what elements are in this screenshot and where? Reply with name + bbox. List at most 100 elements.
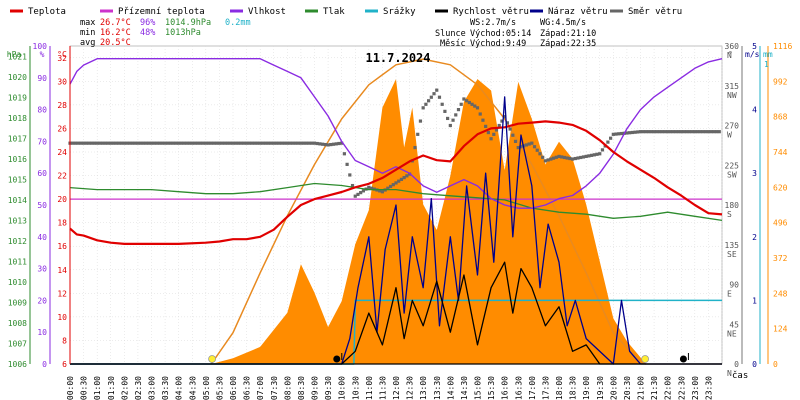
time-tick: 07:00 <box>256 376 265 400</box>
wind-direction-point <box>223 141 227 145</box>
wind-direction-point <box>668 130 672 134</box>
wind-direction-point <box>220 141 224 145</box>
wind-direction-point <box>296 141 300 145</box>
wind-direction-point <box>714 130 719 134</box>
wind-direction-point <box>562 155 567 160</box>
wind-direction-point <box>587 154 591 158</box>
time-tick: 11:30 <box>378 376 387 400</box>
legend-label: Srážky <box>383 7 416 17</box>
wind-direction-point <box>120 141 124 145</box>
wind-direction-point <box>709 130 713 134</box>
time-tick: 14:00 <box>446 376 455 400</box>
wind-direction-point <box>644 130 648 134</box>
wind-direction-point <box>356 192 360 196</box>
wind-direction-point <box>103 141 107 145</box>
wind-direction-point <box>437 95 442 99</box>
humidity-tick: 20 <box>37 296 47 305</box>
humidity-tick: 80 <box>37 106 47 115</box>
wind-direction-point <box>541 155 545 159</box>
temperature-tick: 12 <box>57 289 67 298</box>
wind-direction-point <box>652 130 656 134</box>
wind-direction-point <box>285 141 289 145</box>
wind-direction-point <box>636 130 640 134</box>
wind-direction-point <box>674 130 678 134</box>
solar-tick: 372 <box>773 254 788 263</box>
wind-direction-point <box>380 190 385 194</box>
wind-direction-point <box>505 121 509 125</box>
wind-direction-point <box>302 141 306 145</box>
direction-tick: 0 <box>734 360 739 369</box>
wind-direction-point <box>584 154 588 159</box>
temperature-line <box>69 120 723 245</box>
direction-tick: 135 <box>725 241 740 250</box>
direction-label: NE <box>727 329 737 338</box>
pressure-tick: 1010 <box>8 278 27 287</box>
time-tick: 17:30 <box>541 376 550 400</box>
time-tick: 10:30 <box>351 376 360 400</box>
temperature-unit: °C <box>57 50 67 59</box>
wind-direction-point <box>701 130 705 134</box>
wind-direction-point <box>649 130 653 134</box>
wind-direction-point <box>378 189 382 193</box>
wind-direction-point <box>489 137 493 141</box>
wind-gust-line <box>70 96 722 365</box>
humidity-tick: 30 <box>37 265 47 274</box>
stat-min-label: min <box>80 28 95 38</box>
legend-label: Přízemní teplota <box>118 7 205 17</box>
wind-direction-point <box>443 109 447 113</box>
wind-direction-point <box>660 130 664 134</box>
pressure-tick: 1019 <box>8 93 27 102</box>
pressure-tick: 1012 <box>8 237 27 246</box>
precipitation-unit: mm <box>763 50 773 59</box>
wind-direction-point <box>551 156 556 160</box>
wind-direction-point <box>128 141 132 145</box>
wind-direction-point <box>530 141 534 145</box>
wind-direction-point <box>179 141 183 145</box>
wind-direction-point <box>266 141 270 145</box>
wind-direction-point <box>225 141 230 145</box>
temperature-tick: 16 <box>57 242 67 251</box>
humidity-tick: 50 <box>37 201 47 210</box>
wind-speed-tick: 3 <box>752 169 757 178</box>
wind-direction-point <box>595 152 599 156</box>
wind-direction-point <box>141 141 145 145</box>
wind-direction-point <box>454 113 458 117</box>
direction-label: NW <box>727 91 737 100</box>
wind-direction-point <box>687 130 691 134</box>
wind-direction-point <box>109 141 113 145</box>
wind-direction-point <box>250 141 254 145</box>
wind-direction-point <box>321 142 325 146</box>
wind-direction-point <box>174 141 178 145</box>
wind-direction-point <box>546 158 550 162</box>
wind-direction-point <box>98 141 102 145</box>
wind-direction-point <box>666 130 670 134</box>
time-tick: 14:30 <box>460 376 469 400</box>
wind-direction-point <box>350 183 355 188</box>
time-tick: 08:30 <box>297 376 306 400</box>
solar-radiation-area <box>70 79 722 364</box>
wind-direction-point <box>557 154 561 159</box>
moon-label: Měsíc <box>440 39 466 49</box>
wind-direction-point <box>92 141 97 145</box>
wind-direction-point <box>486 130 490 135</box>
wind-direction-point <box>73 141 78 145</box>
moonset-marker <box>679 355 687 363</box>
time-tick: 16:00 <box>501 376 510 400</box>
wind-direction-point <box>255 141 260 145</box>
wind-direction-point <box>310 141 314 145</box>
wind-direction-point <box>657 130 662 134</box>
wind-direction-point <box>204 141 208 145</box>
wind-direction-point <box>633 130 637 134</box>
wind-direction-point <box>299 141 303 145</box>
direction-tick: 270 <box>725 122 740 131</box>
wind-direction-point <box>628 131 632 135</box>
wind-direction-point <box>79 141 83 145</box>
wind-direction-point <box>402 176 406 180</box>
direction-label: E <box>727 290 732 299</box>
wind-direction-point <box>329 142 333 147</box>
wind-direction-point <box>217 141 222 145</box>
precipitation-tick: 1 <box>764 60 769 69</box>
wind-direction-point <box>274 141 279 145</box>
stat-max-label: max <box>80 18 95 28</box>
wind-direction-point <box>198 141 202 145</box>
